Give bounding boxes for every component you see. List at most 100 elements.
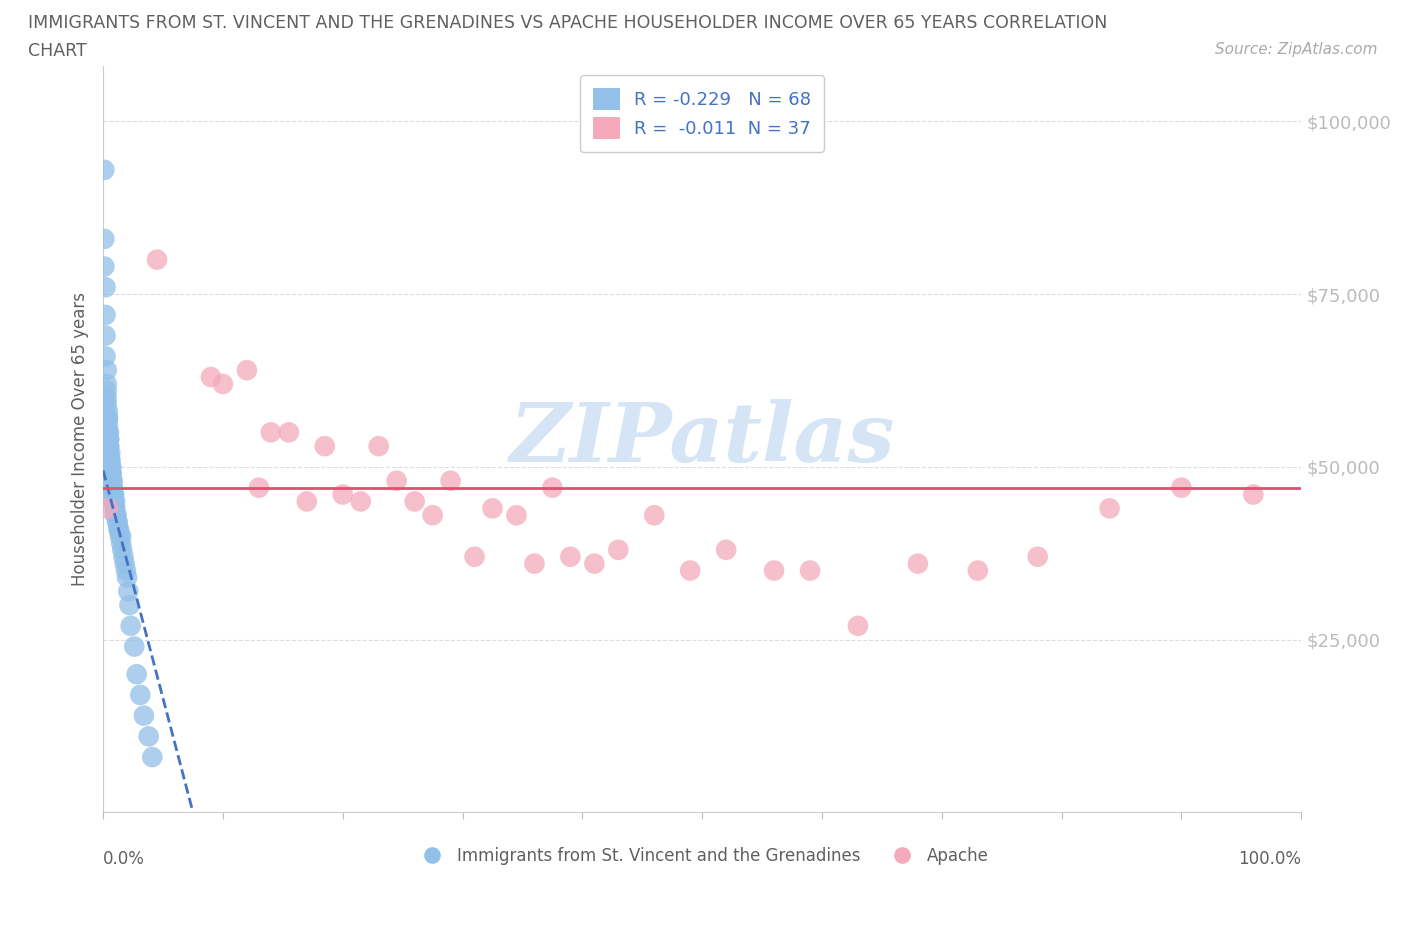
Point — [523, 556, 546, 571]
Point — [120, 618, 142, 633]
Point — [247, 480, 270, 495]
Point — [103, 487, 125, 502]
Point — [105, 508, 128, 523]
Point — [422, 508, 444, 523]
Text: IMMIGRANTS FROM ST. VINCENT AND THE GRENADINES VS APACHE HOUSEHOLDER INCOME OVER: IMMIGRANTS FROM ST. VINCENT AND THE GREN… — [28, 14, 1108, 32]
Point — [1170, 480, 1192, 495]
Point — [714, 542, 737, 557]
Point — [115, 570, 138, 585]
Point — [104, 508, 127, 523]
Point — [98, 445, 121, 460]
Point — [98, 453, 121, 468]
Point — [100, 466, 122, 481]
Point — [101, 487, 124, 502]
Point — [212, 377, 235, 392]
Point — [96, 397, 118, 412]
Point — [103, 494, 125, 509]
Point — [94, 328, 117, 343]
Point — [93, 232, 115, 246]
Point — [481, 501, 503, 516]
Point — [907, 556, 929, 571]
Point — [94, 349, 117, 364]
Point — [583, 556, 606, 571]
Point — [505, 508, 527, 523]
Point — [100, 473, 122, 488]
Point — [236, 363, 259, 378]
Point — [97, 405, 120, 419]
Point — [104, 501, 127, 516]
Point — [799, 563, 821, 578]
Point — [763, 563, 786, 578]
Point — [138, 729, 160, 744]
Point — [295, 494, 318, 509]
Point — [332, 487, 354, 502]
Point — [141, 750, 163, 764]
Point — [105, 508, 128, 523]
Point — [439, 473, 461, 488]
Point — [101, 480, 124, 495]
Point — [679, 563, 702, 578]
Point — [98, 439, 121, 454]
Point — [108, 528, 131, 543]
Point — [98, 425, 121, 440]
Point — [1241, 487, 1264, 502]
Point — [97, 425, 120, 440]
Point — [103, 494, 125, 509]
Point — [560, 550, 582, 565]
Point — [100, 473, 122, 488]
Point — [97, 411, 120, 426]
Point — [277, 425, 299, 440]
Point — [98, 459, 121, 474]
Point — [98, 432, 121, 446]
Point — [93, 259, 115, 274]
Point — [846, 618, 869, 633]
Point — [96, 363, 118, 378]
Point — [146, 252, 169, 267]
Point — [104, 501, 127, 516]
Point — [98, 453, 121, 468]
Text: 100.0%: 100.0% — [1239, 850, 1302, 868]
Point — [110, 536, 132, 551]
Point — [96, 377, 118, 392]
Point — [112, 550, 135, 565]
Point — [96, 391, 118, 405]
Point — [103, 487, 125, 502]
Point — [98, 459, 121, 474]
Point — [107, 522, 129, 537]
Point — [260, 425, 283, 440]
Point — [93, 163, 115, 178]
Point — [1026, 550, 1049, 565]
Point — [125, 667, 148, 682]
Point — [110, 528, 132, 543]
Point — [104, 494, 127, 509]
Point — [97, 501, 120, 516]
Point — [117, 584, 139, 599]
Point — [200, 369, 222, 384]
Point — [118, 598, 141, 613]
Point — [129, 687, 152, 702]
Point — [107, 522, 129, 537]
Point — [385, 473, 408, 488]
Point — [541, 480, 564, 495]
Point — [98, 445, 121, 460]
Point — [97, 411, 120, 426]
Point — [107, 514, 129, 529]
Point — [111, 542, 134, 557]
Point — [94, 308, 117, 323]
Point — [464, 550, 486, 565]
Point — [1098, 501, 1121, 516]
Text: CHART: CHART — [28, 42, 87, 60]
Point — [350, 494, 373, 509]
Y-axis label: Householder Income Over 65 years: Householder Income Over 65 years — [72, 292, 89, 586]
Text: Source: ZipAtlas.com: Source: ZipAtlas.com — [1215, 42, 1378, 57]
Text: ZIPatlas: ZIPatlas — [509, 399, 896, 479]
Point — [97, 418, 120, 432]
Legend: Immigrants from St. Vincent and the Grenadines, Apache: Immigrants from St. Vincent and the Gren… — [409, 840, 995, 871]
Point — [132, 709, 155, 724]
Point — [101, 473, 124, 488]
Point — [115, 563, 138, 578]
Point — [114, 556, 136, 571]
Point — [96, 383, 118, 398]
Point — [404, 494, 426, 509]
Point — [607, 542, 630, 557]
